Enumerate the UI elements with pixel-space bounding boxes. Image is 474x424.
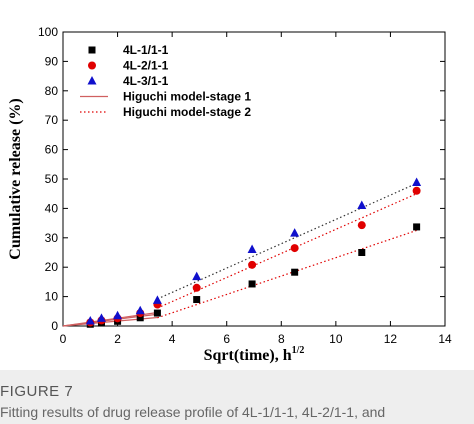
x-axis-label: Sqrt(time), h1/2: [204, 345, 305, 364]
y-axis-label: Cumulative release (%): [7, 98, 24, 259]
data-point: [247, 244, 257, 254]
y-tick-label: 20: [45, 260, 59, 274]
legend-marker: [87, 76, 97, 85]
legend-marker: [88, 46, 96, 54]
data-point: [136, 314, 144, 322]
x-axis-label-main: Sqrt(time), h: [204, 347, 292, 364]
data-point: [85, 316, 95, 325]
legend-label: 4L-1/1-1: [123, 43, 169, 57]
y-tick-label: 40: [45, 201, 59, 215]
release-chart: 0 10 20 30 40 50 60 70 80 90 100 0 2 4 6 8 10 12 14 4L-1/…: [7, 25, 452, 364]
legend-label: Higuchi model-stage 1: [123, 90, 251, 104]
data-point: [192, 283, 201, 292]
legend-marker: [88, 61, 96, 70]
y-tick-label: 50: [45, 172, 59, 186]
x-tick-label: 10: [329, 332, 343, 346]
legend-label: 4L-2/1-1: [123, 59, 169, 73]
data-point: [291, 268, 299, 276]
data-point: [290, 244, 299, 253]
fit-line: [157, 182, 417, 300]
y-tick-label: 30: [45, 231, 59, 245]
y-tick-label: 100: [38, 25, 58, 39]
y-tick-label: 90: [45, 54, 59, 68]
fit-line: [157, 229, 417, 319]
x-tick-label: 12: [384, 332, 398, 346]
x-tick-label: 6: [223, 332, 230, 346]
figure-label: FIGURE 7: [0, 383, 74, 400]
y-tick-label: 80: [45, 84, 59, 98]
data-markers: [85, 177, 422, 328]
x-tick-label: 2: [114, 332, 121, 346]
y-axis-ticks: 0 10 20 30 40 50 60 70 80 90 100: [38, 25, 445, 333]
x-tick-label: 0: [60, 332, 67, 346]
data-point: [357, 221, 366, 230]
caption-background: [0, 370, 474, 424]
fit-line: [157, 193, 417, 309]
y-tick-label: 10: [45, 290, 59, 304]
data-point: [96, 313, 106, 322]
x-tick-label: 14: [438, 332, 452, 346]
y-tick-label: 60: [45, 143, 59, 157]
x-axis-ticks: 0 2 4 6 8 10 12 14: [60, 32, 452, 346]
data-point: [248, 280, 256, 288]
x-tick-label: 8: [278, 332, 285, 346]
data-point: [412, 177, 422, 187]
data-point: [413, 223, 421, 231]
data-point: [135, 305, 145, 315]
data-point: [192, 271, 202, 281]
x-tick-label: 4: [169, 332, 176, 346]
data-point: [358, 249, 366, 256]
y-tick-label: 0: [51, 319, 58, 333]
data-point: [412, 186, 421, 195]
x-axis-label-superscript: 1/2: [292, 345, 305, 356]
legend-label: 4L-3/1-1: [123, 74, 169, 88]
data-point: [153, 309, 161, 317]
figure-caption: Fitting results of drug release profile …: [0, 404, 386, 420]
data-point: [357, 200, 367, 209]
data-point: [113, 310, 123, 320]
y-tick-label: 70: [45, 113, 59, 127]
legend: 4L-1/1-1 4L-2/1-14L-3/1-1 Higuchi model-st…: [80, 43, 251, 119]
data-point: [193, 296, 201, 304]
legend-label: Higuchi model-stage 2: [123, 105, 251, 119]
data-point: [248, 260, 257, 269]
data-point: [152, 295, 162, 304]
data-point: [290, 228, 300, 237]
